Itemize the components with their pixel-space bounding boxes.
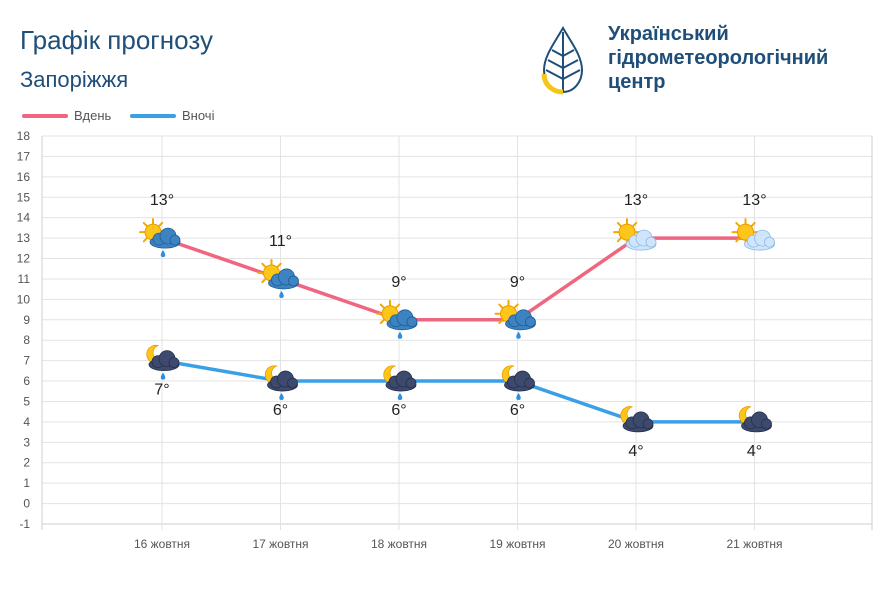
x-tick-label: 17 жовтня	[252, 537, 308, 551]
legend-item-day[interactable]: Вдень	[22, 108, 111, 126]
moon-cloud-rain-icon	[383, 365, 417, 401]
city-name: Запоріжжя	[20, 67, 129, 92]
organization-name-line: гідрометеорологічний	[608, 47, 829, 69]
cloud-shape	[386, 309, 418, 331]
raindrop-shape	[160, 372, 166, 380]
y-tick-label: 12	[17, 252, 31, 266]
data-label: 6°	[273, 402, 288, 419]
data-label: 6°	[391, 402, 406, 419]
organization-name-line: Український	[608, 23, 729, 45]
cloud-shape	[741, 411, 772, 433]
cloud-shape	[267, 370, 298, 392]
data-label: 9°	[391, 274, 406, 291]
y-tick-label: 5	[23, 394, 30, 408]
data-label: 13°	[150, 192, 174, 209]
x-tick-label: 18 жовтня	[371, 537, 427, 551]
data-label: 6°	[510, 402, 525, 419]
x-tick-label: 19 жовтня	[489, 537, 545, 551]
moon-cloud-rain-icon	[146, 344, 180, 380]
cloud-shape	[744, 229, 775, 251]
data-label: 9°	[510, 274, 525, 291]
legend-swatch-night	[130, 113, 176, 118]
series-line-night	[160, 358, 757, 424]
sun-cloud-rain-icon	[376, 299, 418, 339]
data-label: 13°	[742, 192, 766, 209]
cloud-shape	[504, 370, 535, 392]
y-tick-label: -1	[19, 517, 30, 531]
raindrop-shape	[516, 393, 521, 401]
moon-cloud-rain-icon	[264, 365, 298, 401]
x-tick-label: 21 жовтня	[726, 537, 782, 551]
data-label: 11°	[269, 233, 292, 250]
cloud-shape	[622, 411, 654, 433]
legend-item-night[interactable]: Вночі	[130, 108, 214, 126]
raindrop-shape	[516, 331, 521, 339]
organization-name-line: центр	[608, 71, 666, 93]
raindrop-shape	[397, 393, 403, 401]
cloud-shape	[148, 350, 180, 372]
sun-cloud-rain-icon	[494, 299, 536, 339]
cloud-shape	[268, 268, 299, 290]
cloud-shape	[505, 309, 536, 331]
legend-label-night: Вночі	[182, 108, 215, 123]
y-tick-label: 7	[23, 354, 30, 368]
data-label: 4°	[628, 443, 643, 460]
y-tick-label: 8	[23, 333, 30, 347]
y-tick-label: 6	[23, 374, 30, 388]
chart-title: Графік прогнозу	[20, 25, 213, 55]
y-tick-label: 18	[17, 129, 31, 143]
moon-cloud-icon	[620, 406, 654, 433]
sun-cloud-icon	[613, 218, 657, 251]
y-tick-label: 16	[17, 170, 31, 184]
organization-name: Український гідрометеорологічний центр	[608, 22, 828, 94]
y-tick-label: 1	[23, 476, 30, 490]
y-tick-label: 10	[17, 292, 31, 306]
y-tick-label: 9	[23, 313, 30, 327]
legend-swatch-day	[22, 113, 68, 118]
moon-cloud-rain-icon	[501, 365, 535, 401]
raindrop-shape	[279, 290, 284, 298]
sun-cloud-rain-icon	[257, 258, 299, 298]
raindrop-shape	[160, 250, 166, 258]
moon-cloud-icon	[738, 406, 772, 433]
organization-header: Український гідрометеорологічний центр	[538, 22, 888, 102]
y-tick-label: 3	[23, 435, 30, 449]
y-tick-label: 11	[18, 272, 31, 286]
x-tick-label: 20 жовтня	[608, 537, 664, 551]
sun-cloud-rain-icon	[139, 218, 181, 258]
y-tick-label: 14	[17, 211, 31, 225]
data-label: 7°	[154, 382, 169, 399]
y-tick-label: 2	[23, 456, 30, 470]
y-tick-label: 17	[17, 149, 31, 163]
y-tick-label: 0	[23, 497, 30, 511]
cloud-shape	[385, 370, 417, 392]
y-tick-label: 4	[23, 415, 30, 429]
legend-label-day: Вдень	[74, 108, 112, 123]
cloud-shape	[625, 229, 657, 251]
raindrop-shape	[397, 331, 403, 339]
y-tick-label: 15	[17, 190, 31, 204]
data-label: 4°	[747, 443, 762, 460]
raindrop-shape	[279, 393, 284, 401]
cloud-shape	[149, 227, 181, 249]
water-drop-logo-icon	[541, 26, 584, 95]
y-tick-label: 13	[17, 231, 31, 245]
data-label: 13°	[624, 192, 648, 209]
x-tick-label: 16 жовтня	[134, 537, 190, 551]
sun-cloud-icon	[731, 218, 775, 251]
